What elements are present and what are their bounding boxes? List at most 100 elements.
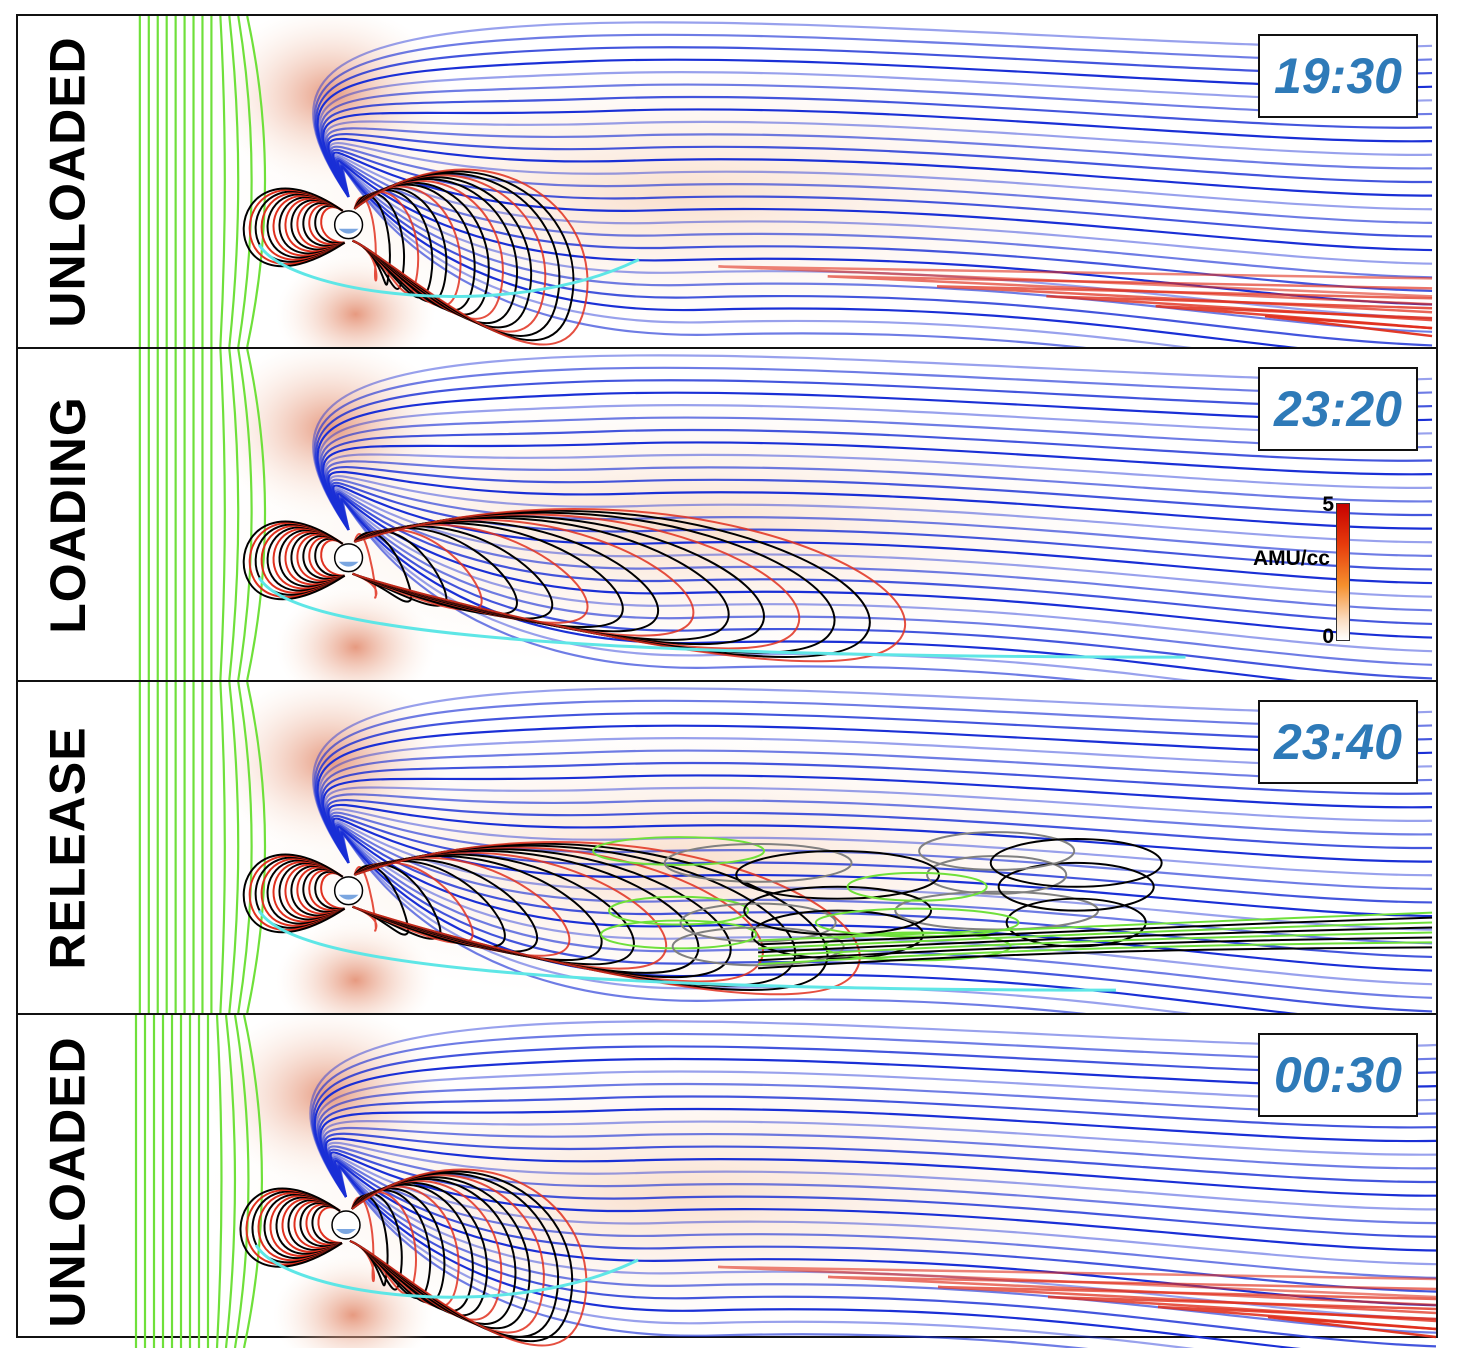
tail-hairpin-line: [827, 1275, 1436, 1307]
closed-field-loop: [272, 194, 346, 257]
open-field-line: [312, 1045, 1436, 1198]
earth-body: [333, 210, 364, 240]
closed-field-loop: [272, 527, 346, 590]
time-stamp: 00:30: [1274, 1047, 1402, 1103]
closed-field-loop: [260, 524, 346, 594]
open-field-line: [322, 774, 1433, 864]
open-field-line: [328, 474, 1433, 544]
open-field-line: [316, 391, 1433, 531]
open-field-line: [330, 1153, 1436, 1266]
tail-stretched-line: [758, 941, 1433, 966]
phase-label-text: LOADING: [40, 395, 97, 634]
tail-stretched-line: [758, 921, 1433, 950]
closed-field-loop: [257, 1191, 343, 1262]
plasmoid-loop: [600, 919, 758, 950]
tail-hairpin-line: [1264, 314, 1433, 338]
open-field-line: [329, 145, 1433, 224]
plasmoid-loop: [743, 885, 933, 936]
closed-field-loop: [248, 854, 346, 932]
open-field-line: [320, 761, 1433, 864]
field-line-plot: [138, 16, 1433, 347]
plasmoid-loop: [679, 902, 837, 943]
tail-hairpin-line: [717, 1265, 1436, 1299]
imf-field-line: [237, 16, 253, 347]
nightside-closed-line: [349, 1168, 588, 1347]
imf-field-line: [224, 1015, 237, 1348]
closed-field-loop: [266, 526, 346, 592]
phase-label: UNLOADED: [18, 1015, 118, 1348]
time-stamp: 23:40: [1274, 714, 1402, 770]
tail-stretched-line: [758, 946, 1433, 970]
open-field-line: [335, 491, 1433, 626]
open-field-line: [333, 819, 1433, 931]
open-field-line: [327, 1145, 1436, 1225]
time-stamp-box: 00:30: [1258, 1033, 1418, 1117]
open-field-line: [331, 481, 1433, 571]
nightside-closed-line: [352, 861, 474, 945]
closed-field-loop: [239, 1187, 343, 1268]
field-line-plot: [138, 682, 1433, 1013]
open-field-line: [331, 148, 1433, 238]
closed-field-loop: [248, 521, 346, 599]
open-field-line: [329, 1151, 1436, 1252]
open-field-line: [312, 21, 1433, 198]
earth-shading: [336, 1229, 356, 1234]
plasma-sheet-boundary: [257, 576, 1186, 659]
closed-field-loop: [266, 859, 346, 925]
open-field-line: [319, 749, 1433, 864]
imf-field-line: [228, 349, 240, 680]
closed-field-loop: [248, 188, 346, 266]
open-field-line: [322, 108, 1433, 198]
panel-release-2340: RELEASE 23:40: [18, 682, 1436, 1015]
phase-label-text: UNLOADED: [40, 1035, 97, 1328]
open-field-line: [315, 379, 1433, 531]
earth-shading: [338, 894, 359, 900]
imf-field-line: [233, 1015, 250, 1348]
open-field-line: [320, 95, 1433, 198]
nightside-closed-line: [349, 1189, 432, 1300]
open-field-line: [324, 1137, 1436, 1198]
open-field-line: [319, 1107, 1436, 1198]
open-field-line: [326, 132, 1433, 198]
open-field-line: [320, 1119, 1436, 1198]
phase-label-text: RELEASE: [40, 725, 97, 970]
colorbar-gradient: [1336, 503, 1350, 641]
open-field-line: [317, 71, 1433, 198]
nightside-closed-line: [352, 168, 589, 346]
open-field-line: [326, 798, 1433, 864]
tail-hairpin-line: [718, 265, 1433, 298]
panel-unloaded-0030: UNLOADED 00:30: [18, 1015, 1436, 1348]
density-colorbar: 5 AMU/cc 0: [1253, 483, 1378, 648]
open-field-line: [320, 428, 1433, 531]
plasmoid-loop: [989, 838, 1163, 888]
open-field-line: [327, 803, 1433, 864]
time-stamp: 23:20: [1274, 381, 1402, 437]
open-field-line: [317, 404, 1433, 531]
tail-density-patch: [201, 55, 1156, 335]
nightside-closed-line: [352, 841, 861, 996]
panel-unloaded-1930: UNLOADED 19:30: [18, 16, 1436, 349]
tail-stretched-line: [758, 911, 1433, 942]
open-field-line: [342, 167, 1087, 347]
plasmoid-loop: [926, 854, 1068, 895]
nightside-closed-line: [352, 191, 420, 295]
open-field-line: [335, 158, 1433, 293]
time-stamp: 19:30: [1274, 48, 1402, 104]
open-field-line: [312, 354, 1433, 531]
plasma-sheet-boundary: [257, 243, 640, 298]
open-field-line: [316, 724, 1433, 864]
colorbar-max-label: 5: [1322, 493, 1334, 516]
closed-field-loop: [242, 187, 346, 268]
phase-label: RELEASE: [18, 682, 118, 1013]
open-field-line: [313, 699, 1433, 864]
closed-field-loop: [272, 860, 346, 923]
colorbar-min-label: 0: [1322, 625, 1334, 648]
open-field-line: [315, 46, 1433, 198]
open-field-line: [326, 1141, 1436, 1211]
closed-field-loop: [284, 863, 346, 919]
imf-field-line: [228, 16, 240, 347]
open-field-line: [313, 366, 1433, 531]
open-field-line: [315, 712, 1433, 864]
imf-field-line: [219, 16, 226, 347]
field-line-plot: [134, 1015, 1436, 1348]
